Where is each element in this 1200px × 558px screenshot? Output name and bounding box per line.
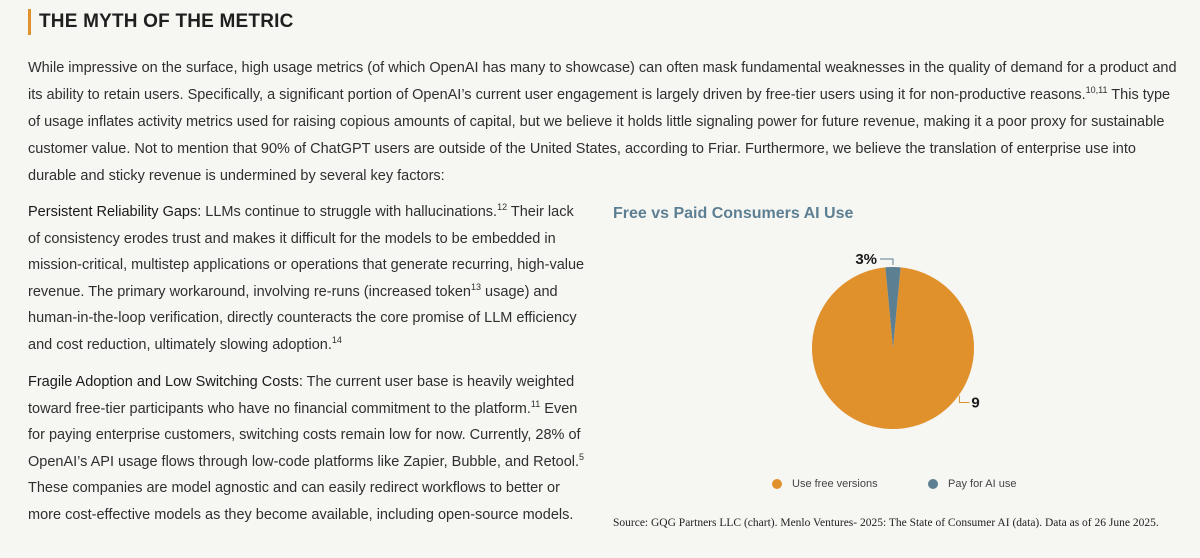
legend-swatch-paid (928, 479, 938, 489)
factor-reliability-paragraph: Persistent Reliability Gaps: LLMs contin… (28, 199, 588, 358)
factor-switching-text-a: The current user base is heavily weighte… (28, 374, 575, 417)
factor-switching-text-c: These companies are model agnostic and c… (28, 480, 574, 523)
footnote-ref-11: 11 (530, 398, 541, 409)
legend-swatch-free (772, 479, 782, 489)
leader-line-paid (880, 258, 894, 265)
legend-label-free: Use free versions (792, 478, 878, 490)
intro-text-b: This type of usage inflates activity met… (28, 87, 1171, 184)
section-title-bar: THE MYTH OF THE METRIC (28, 9, 294, 35)
legend-item-paid: Pay for AI use (928, 478, 1016, 490)
pie-label-paid: 3% (855, 251, 877, 268)
pie-slice-free (812, 267, 974, 430)
factor-reliability-text-c: usage) and human-in-the-loop verificatio… (28, 283, 577, 353)
intro-text-a: While impressive on the surface, high us… (28, 60, 1177, 103)
factor-switching-text-b: Even for paying enterprise customers, sw… (28, 400, 581, 470)
legend-label-paid: Pay for AI use (948, 478, 1017, 490)
factor-reliability-text-a: LLMs continue to struggle with hallucina… (201, 204, 498, 220)
factor-reliability-text-b: Their lack of consistency erodes trust a… (28, 204, 585, 300)
chart-title: Free vs Paid Consumers AI Use (613, 205, 854, 222)
leader-line-free (958, 395, 970, 403)
footnote-ref-14: 14 (331, 334, 342, 345)
factor-reliability-lead: Persistent Reliability Gaps: (28, 204, 202, 220)
section-title: THE MYTH OF THE METRIC (39, 11, 294, 32)
footnote-ref-5: 5 (579, 451, 585, 462)
factor-switching-paragraph: Fragile Adoption and Low Switching Costs… (28, 369, 588, 528)
chart-source-note: Source: GQG Partners LLC (chart). Menlo … (613, 517, 1159, 529)
footnote-ref-13: 13 (471, 281, 482, 292)
intro-footnote-ref: 10,11 (1085, 85, 1108, 96)
factor-switching-lead: Fragile Adoption and Low Switching Costs… (28, 374, 303, 390)
pie-slice-paid (885, 267, 901, 348)
intro-paragraph: While impressive on the surface, high us… (28, 55, 1178, 190)
footnote-ref-12: 12 (497, 202, 508, 213)
pie-label-free: 97% (971, 395, 980, 412)
legend-item-free: Use free versions (772, 478, 878, 490)
pie-chart: 3% 97% (812, 251, 980, 430)
